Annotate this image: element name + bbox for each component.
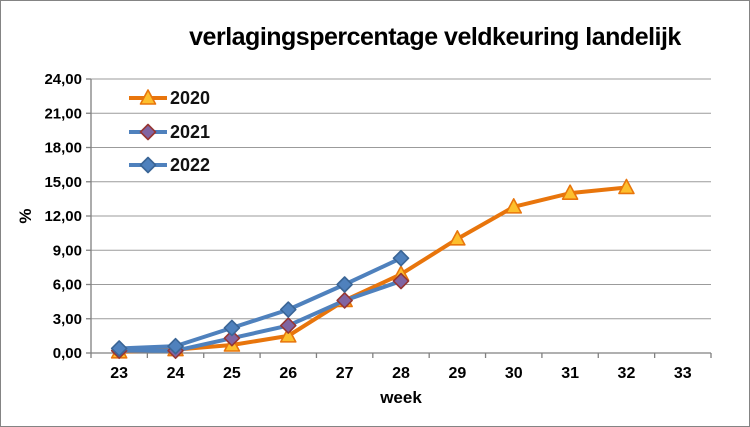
x-axis-title: week bbox=[379, 388, 422, 407]
y-tick-label: 3,00 bbox=[53, 311, 82, 328]
marker-2021-wk27 bbox=[336, 292, 353, 309]
x-axis-ticks: 23 24 25 26 27 28 29 30 31 32 33 bbox=[90, 353, 712, 382]
y-tick-label: 21,00 bbox=[44, 105, 82, 122]
legend-marker-2021 bbox=[129, 123, 167, 140]
series-2022 bbox=[110, 249, 410, 357]
legend-entry-2022: 2022 bbox=[128, 154, 210, 176]
marker-2022-wk24 bbox=[167, 337, 184, 355]
legend-label-2022: 2022 bbox=[170, 155, 211, 175]
legend-label-2021: 2021 bbox=[170, 121, 211, 142]
y-tick-label: 15,00 bbox=[44, 174, 82, 191]
x-tick-label: 24 bbox=[167, 365, 185, 382]
marker-2022-wk28 bbox=[392, 249, 410, 267]
marker-2020-wk32 bbox=[618, 178, 635, 195]
x-tick-label: 33 bbox=[674, 365, 692, 382]
legend-marker-2022 bbox=[129, 156, 167, 174]
series-2020 bbox=[110, 178, 635, 359]
y-axis-ticks: 0,00 3,00 6,00 9,00 12,00 15,00 18,00 21,00 24,0… bbox=[44, 71, 91, 362]
legend-marker-2020 bbox=[129, 89, 167, 105]
x-tick-label: 23 bbox=[110, 365, 128, 382]
x-tick-label: 30 bbox=[505, 365, 523, 382]
chart-title: verlagingspercentage veldkeuring landeli… bbox=[189, 23, 681, 51]
legend-label-2020: 2020 bbox=[170, 88, 211, 108]
y-tick-label: 12,00 bbox=[44, 208, 82, 225]
y-tick-label: 9,00 bbox=[53, 242, 82, 259]
x-tick-label: 26 bbox=[279, 365, 297, 382]
marker-2021-wk25 bbox=[223, 329, 241, 347]
marker-2022-wk25 bbox=[223, 319, 241, 337]
marker-2022-wk23 bbox=[110, 340, 128, 357]
series-line-2020 bbox=[117, 185, 629, 354]
x-tick-label: 28 bbox=[392, 365, 410, 382]
marker-2020-wk29 bbox=[449, 230, 466, 246]
marker-2020-wk30 bbox=[505, 198, 523, 214]
y-tick-label: 0,00 bbox=[53, 345, 82, 362]
y-tick-label: 24,00 bbox=[44, 71, 82, 88]
marker-2020-wk31 bbox=[561, 184, 579, 200]
marker-2022-wk27 bbox=[336, 276, 353, 293]
x-tick-label: 31 bbox=[561, 365, 579, 382]
legend-entry-2021: 2021 bbox=[128, 121, 210, 143]
marker-2021-wk26 bbox=[279, 317, 297, 334]
y-axis-title: % bbox=[16, 208, 35, 223]
x-tick-label: 29 bbox=[448, 365, 466, 382]
marker-2022-wk26 bbox=[279, 301, 297, 318]
y-tick-label: 6,00 bbox=[53, 277, 82, 294]
marker-2020-wk26 bbox=[279, 327, 297, 343]
series-line-2021 bbox=[117, 279, 403, 353]
legend-entry-2020: 2020 bbox=[128, 87, 210, 109]
series-line-2022 bbox=[117, 256, 403, 351]
x-tick-label: 27 bbox=[336, 365, 354, 382]
marker-2021-wk28 bbox=[392, 272, 410, 290]
x-tick-label: 32 bbox=[618, 365, 636, 382]
x-tick-label: 25 bbox=[223, 365, 241, 382]
y-tick-label: 18,00 bbox=[44, 140, 82, 157]
